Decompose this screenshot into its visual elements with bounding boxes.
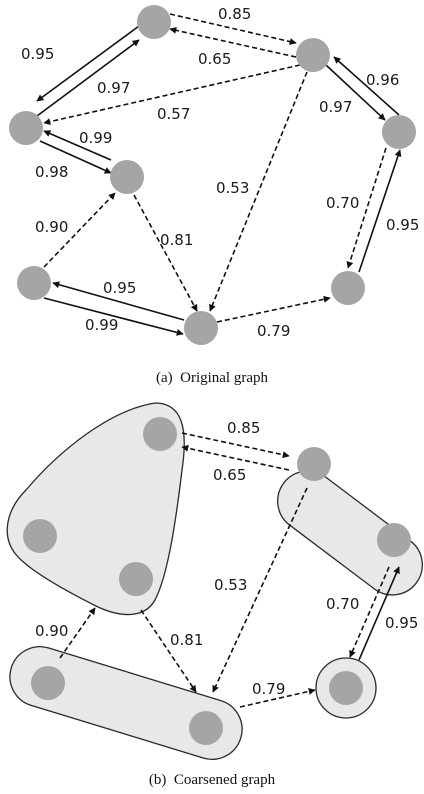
edge-label: 0.81 — [170, 631, 203, 649]
edge-label: 0.81 — [160, 231, 193, 249]
edge-d-c — [43, 130, 112, 161]
graph-node — [143, 417, 177, 451]
edge-f-g — [43, 297, 184, 336]
graph-node — [184, 311, 218, 345]
edge-g2-g3 — [212, 487, 308, 693]
edge-label: 0.90 — [35, 622, 68, 640]
edge-label: 0.85 — [218, 5, 251, 23]
edge-label: 0.98 — [35, 163, 68, 181]
edge-label: 0.85 — [227, 419, 260, 437]
edge-b-e — [325, 64, 386, 121]
edge-label: 0.90 — [35, 218, 68, 236]
edge-label: 0.95 — [103, 279, 136, 297]
graph-node — [9, 111, 43, 145]
edge-g1-g3 — [140, 609, 197, 693]
edge-a-c — [36, 25, 140, 102]
edge-label: 0.99 — [85, 316, 118, 334]
edge-label: 0.99 — [79, 129, 112, 147]
edge-g3-g4 — [239, 687, 316, 708]
graph-node — [137, 5, 171, 39]
edge-g2-g1 — [181, 444, 290, 471]
edge-b-g — [209, 71, 308, 312]
edge-f-d — [43, 192, 116, 268]
graph-node — [377, 523, 411, 557]
edge-label: 0.79 — [252, 680, 285, 698]
edge-label: 0.95 — [21, 45, 54, 63]
graph-node — [189, 711, 223, 745]
graph-node — [329, 671, 363, 705]
nodes-coarsened — [23, 417, 411, 745]
graph-node — [31, 666, 65, 700]
edge-label: 0.70 — [326, 194, 359, 212]
edge-labels-coarsened: 0.85 0.65 0.53 0.81 0.90 0.79 0.70 0.95 — [35, 419, 418, 698]
edge-g-h — [216, 295, 331, 323]
edge-c-d — [39, 140, 112, 174]
edge-g1-g2 — [181, 432, 290, 459]
edge-label: 0.96 — [366, 71, 399, 89]
edge-label: 0.53 — [214, 576, 247, 594]
edge-label: 0.57 — [157, 105, 190, 123]
edge-label: 0.95 — [386, 216, 419, 234]
edge-labels-original: 0.85 0.65 0.95 0.97 0.57 0.98 0.99 0.97 … — [21, 5, 419, 340]
caption-original-graph: (a) Original graph — [156, 370, 269, 386]
edge-label: 0.70 — [326, 595, 359, 613]
graph-node — [382, 115, 416, 149]
graph-node — [110, 160, 144, 194]
graph-node — [23, 519, 57, 553]
edge-b-c — [43, 64, 301, 126]
edge-label: 0.53 — [216, 179, 249, 197]
supernode-groups — [6, 402, 423, 760]
edge-e-h — [346, 147, 387, 269]
edges-original — [36, 13, 402, 336]
panel-original-graph: 0.85 0.65 0.95 0.97 0.57 0.98 0.99 0.97 … — [9, 5, 419, 386]
edge-b-a — [169, 26, 297, 58]
edge-label: 0.65 — [213, 466, 246, 484]
edge-d-g — [133, 194, 198, 312]
edge-label: 0.97 — [319, 98, 352, 116]
edge-h-e — [358, 149, 402, 273]
graph-node — [331, 271, 365, 305]
panel-coarsened-graph: 0.85 0.65 0.53 0.81 0.90 0.79 0.70 0.95 … — [6, 402, 423, 788]
edge-label: 0.97 — [97, 79, 130, 97]
edges-coarsened — [59, 432, 400, 708]
graph-node — [296, 38, 330, 72]
edge-g3-g1 — [59, 607, 96, 659]
edge-label: 0.65 — [198, 50, 231, 68]
caption-coarsened-graph: (b) Coarsened graph — [149, 772, 276, 788]
graph-node — [119, 562, 153, 596]
supernode-group-pair-bottom — [9, 646, 243, 760]
edge-g2-g4 — [349, 566, 390, 658]
supernode-group-pair-top — [277, 470, 423, 596]
edge-label: 0.79 — [257, 322, 290, 340]
edge-g4-g2 — [358, 566, 400, 661]
edge-g-f — [52, 281, 185, 321]
edge-label: 0.95 — [385, 614, 418, 632]
graph-node — [17, 266, 51, 300]
graph-node — [297, 447, 331, 481]
edge-e-b — [333, 56, 400, 116]
nodes-original — [9, 5, 416, 345]
edge-a-b — [169, 13, 297, 45]
supernode-group-triangle — [6, 402, 185, 616]
edge-c-a — [36, 39, 140, 117]
